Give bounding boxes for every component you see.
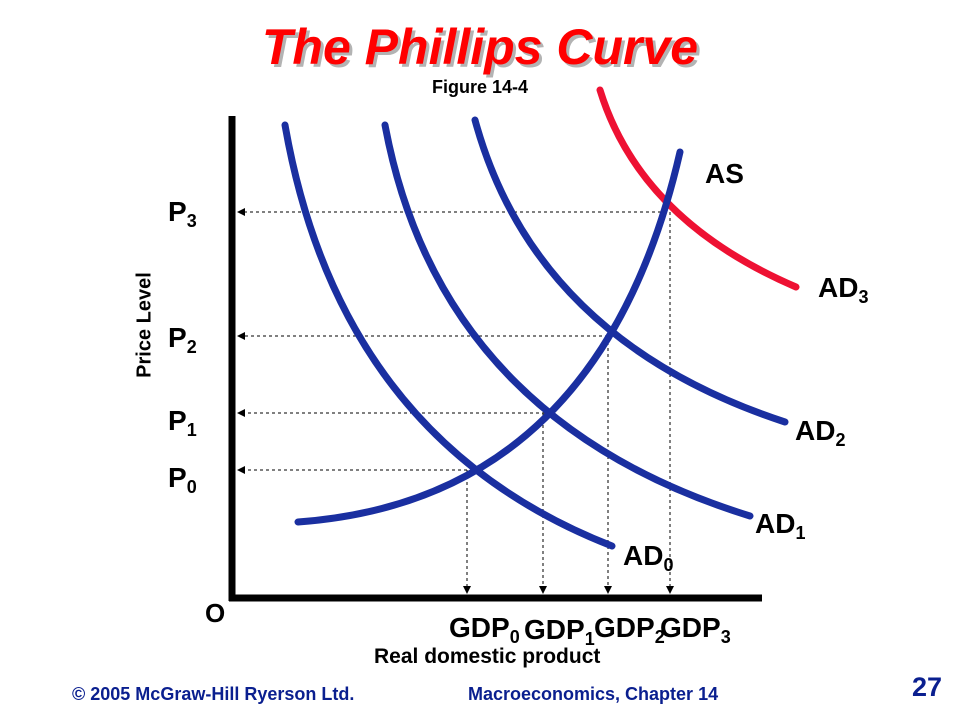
label-p1: P1 bbox=[168, 405, 197, 440]
label-ad1: AD1 bbox=[755, 508, 806, 543]
page-number: 27 bbox=[911, 672, 942, 702]
label-gdp3: GDP3 bbox=[660, 612, 731, 647]
slide-title: The Phillips Curve bbox=[261, 19, 699, 75]
label-ad3: AD3 bbox=[818, 272, 869, 307]
ad0-curve bbox=[281, 121, 616, 550]
label-p3: P3 bbox=[168, 196, 197, 231]
origin-label: O bbox=[205, 598, 226, 628]
label-ad2: AD2 bbox=[795, 415, 846, 450]
figure-caption: Figure 14-4 bbox=[431, 77, 529, 97]
label-gdp2: GDP2 bbox=[594, 612, 665, 647]
as-curve bbox=[294, 148, 684, 526]
label-gdp1: GDP1 bbox=[524, 614, 595, 649]
ad1-curve bbox=[381, 121, 754, 520]
x-axis-label: Real domestic product bbox=[374, 645, 601, 668]
y-axis-label: Price Level bbox=[133, 272, 156, 378]
label-ad0: AD0 bbox=[623, 540, 674, 575]
footer-course: Macroeconomics, Chapter 14 bbox=[468, 684, 719, 704]
ad2-curve bbox=[471, 116, 789, 426]
label-p0: P0 bbox=[168, 462, 197, 497]
label-as: AS bbox=[705, 158, 744, 189]
ad3-curve bbox=[596, 86, 800, 291]
footer-copyright: © 2005 McGraw-Hill Ryerson Ltd. bbox=[72, 684, 355, 704]
label-gdp0: GDP0 bbox=[449, 612, 520, 647]
label-p2: P2 bbox=[168, 322, 197, 357]
